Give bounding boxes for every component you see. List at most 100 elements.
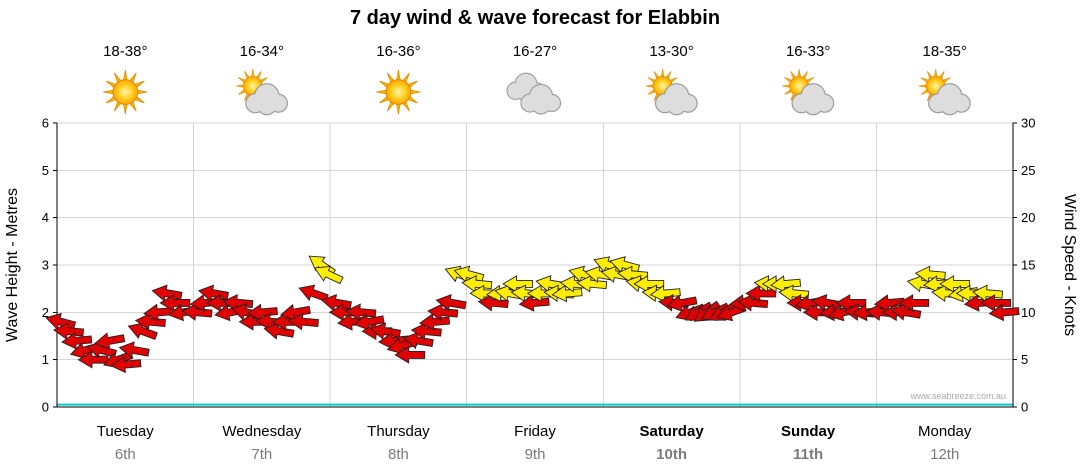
wind-arrow — [980, 294, 1012, 312]
left-axis-tick-label: 2 — [42, 305, 49, 320]
cloud-puff-fill — [940, 96, 959, 115]
weather-icon-sun-cloud — [645, 68, 698, 116]
day-date: 10th — [656, 446, 687, 463]
chart-title: 7 day wind & wave forecast for Elabbin — [350, 7, 720, 29]
left-axis-tick-label: 3 — [42, 258, 49, 273]
wind-arrow — [477, 294, 509, 312]
wind-arrow — [94, 332, 126, 350]
wind-arrow — [778, 284, 810, 303]
wind-arrows — [45, 255, 1020, 374]
wind-arrow — [353, 313, 385, 331]
right-axis-tick-label: 0 — [1021, 400, 1028, 415]
weather-icon-sun — [376, 69, 421, 115]
temp-range: 16-36° — [376, 43, 420, 60]
wind-arrow — [972, 284, 1004, 303]
temp-range: 16-27° — [513, 43, 557, 60]
right-axis-tick-label: 15 — [1021, 258, 1035, 273]
wind-arrow — [576, 275, 608, 293]
wind-arrow — [633, 275, 665, 293]
day-date: 12th — [930, 446, 959, 463]
wind-arrow — [988, 303, 1020, 322]
day-name: Tuesday — [97, 423, 154, 440]
right-axis-tick-label: 25 — [1021, 163, 1035, 178]
sun-ray — [122, 69, 128, 81]
sun-icon — [376, 69, 421, 115]
wind-arrow — [369, 322, 402, 340]
sun-ray — [918, 84, 928, 88]
sun-ray — [122, 103, 128, 115]
day-name: Wednesday — [222, 423, 301, 440]
sun-ray — [235, 84, 245, 88]
wind-arrow — [52, 322, 85, 340]
wind-arrow — [427, 303, 459, 321]
wind-arrow — [410, 322, 442, 340]
weather-icon-cloud — [506, 72, 562, 115]
wind-arrow — [402, 331, 434, 350]
cloud-puff-fill — [667, 96, 686, 115]
temp-range: 16-33° — [786, 43, 830, 60]
sun-ray — [782, 84, 791, 88]
wind-arrow — [394, 346, 426, 364]
sun-ray — [797, 68, 801, 78]
wind-arrow — [298, 284, 329, 303]
wind-arrow — [159, 294, 191, 312]
right-axis-tick-label: 30 — [1021, 116, 1035, 131]
wind-arrow — [287, 312, 319, 331]
sun-ray — [645, 84, 654, 88]
watermark: www.seabreeze.com.au — [909, 391, 1006, 401]
wind-arrow — [263, 322, 295, 340]
day-columns: 18-38° Tuesday 6th 16-34° Wednesday 7th 16-36°… — [97, 43, 972, 463]
day-name: Sunday — [781, 423, 836, 440]
cloud-puff-fill — [257, 96, 276, 115]
wind-arrow — [890, 303, 922, 321]
cloud-puff-fill — [804, 96, 823, 115]
wind-arrow — [461, 275, 493, 293]
sun-ray — [396, 103, 401, 115]
sun-ray — [660, 68, 665, 78]
right-axis-tick-label: 5 — [1021, 352, 1028, 367]
wind-arrow — [110, 355, 142, 374]
wind-arrow — [873, 294, 905, 312]
right-axis-title: Wind Speed - Knots — [1061, 194, 1078, 336]
weather-icon-sun-cloud — [782, 68, 835, 116]
wind-arrow — [898, 294, 930, 312]
day-date: 7th — [251, 446, 272, 463]
cloud-puff-fill — [532, 96, 550, 114]
wind-arrow — [197, 284, 230, 302]
cloud-icon — [520, 83, 562, 115]
wind-arrow — [666, 294, 698, 312]
temp-range: 18-38° — [103, 43, 147, 60]
wind-arrow — [835, 294, 867, 312]
wind-arrow — [939, 275, 971, 293]
wind-arrow — [134, 312, 166, 331]
day-date: 6th — [115, 446, 136, 463]
wind-arrow — [737, 294, 769, 312]
cloud-icon — [654, 83, 698, 116]
weather-icon-sun — [103, 69, 148, 115]
day-name: Thursday — [367, 423, 430, 440]
weather-icon-sun-cloud — [235, 68, 288, 116]
wind-arrow — [914, 265, 946, 284]
left-axis-tick-label: 1 — [42, 352, 49, 367]
left-axis-tick-label: 6 — [42, 116, 49, 131]
left-axis-tick-label: 4 — [42, 210, 49, 225]
wind-arrow — [518, 294, 550, 312]
wind-arrow — [435, 293, 467, 312]
right-axis-tick-label: 10 — [1021, 305, 1035, 320]
day-name: Monday — [918, 423, 972, 440]
left-axis-tick-label: 5 — [42, 163, 49, 178]
wind-arrow — [551, 284, 583, 303]
wind-arrow — [769, 275, 802, 293]
day-name: Saturday — [639, 423, 704, 440]
sun-ray — [933, 68, 938, 78]
temp-range: 18-35° — [923, 43, 967, 60]
sun-disc — [112, 79, 139, 105]
weather-icon-sun-cloud — [918, 68, 971, 116]
sun-ray — [136, 89, 148, 95]
sun-ray — [376, 89, 388, 95]
day-date: 9th — [525, 446, 546, 463]
left-axis-tick-label: 0 — [42, 400, 49, 415]
wind-arrow — [86, 341, 118, 359]
